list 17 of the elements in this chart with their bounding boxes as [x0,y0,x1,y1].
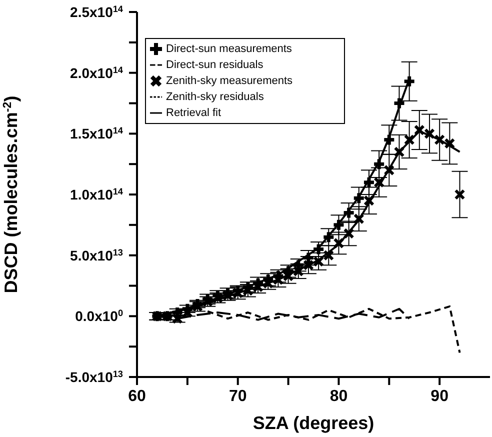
legend-label: Zenith-sky measurements [166,75,293,87]
y-tick-label: 1.0x10$^{14}$ [70,186,124,202]
legend-label: Zenith-sky residuals [166,91,264,103]
x-tick-label: 90 [430,388,449,405]
legend-label: Direct-sun measurements [166,43,292,55]
legend-label: Direct-sun residuals [166,59,264,71]
y-tick-label: 2.0x10$^{14}$ [70,64,124,81]
x-tick-label: 70 [228,388,247,405]
x-tick-label: 60 [128,388,146,405]
x-axis-title: SZA (degrees) [252,413,374,433]
legend-label: Retrieval fit [166,107,222,119]
y-tick-label: 5.0x10$^{13}$ [70,247,123,264]
y-tick-label: 2.5x10$^{14}$ [70,4,124,20]
x-tick-label: 80 [330,388,348,405]
y-tick-label: -5.0x10$^{13}$ [65,369,123,385]
y-tick-label: 0.0x10$^{0}$ [75,308,123,324]
y-tick-label: 1.5x10$^{14}$ [70,126,124,142]
